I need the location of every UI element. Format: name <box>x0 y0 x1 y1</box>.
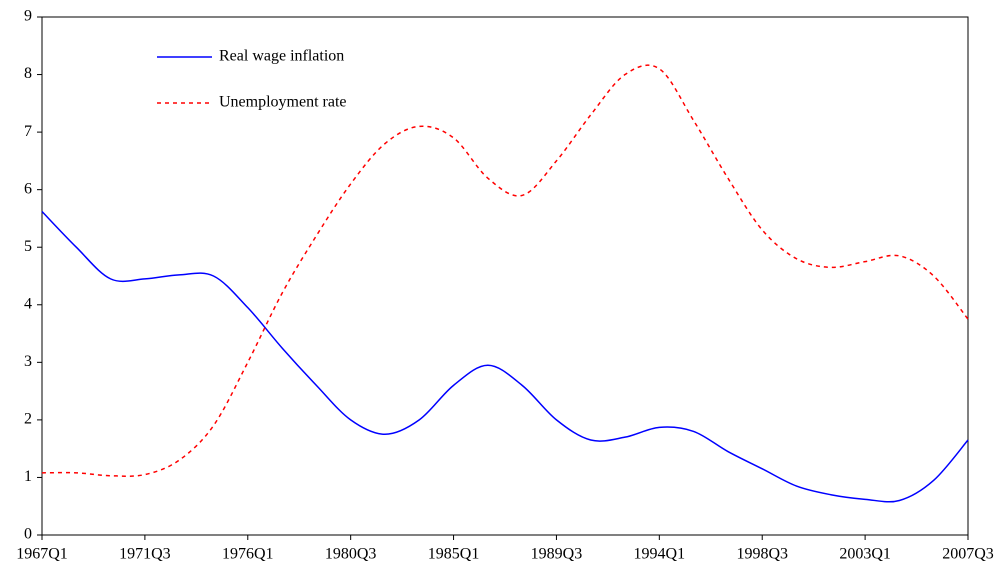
x-tick-label: 2003Q1 <box>839 546 891 563</box>
y-tick-label: 6 <box>24 180 32 197</box>
x-tick-label: 1989Q3 <box>531 546 583 563</box>
legend-label: Real wage inflation <box>219 48 344 65</box>
x-tick-label: 1967Q1 <box>16 546 68 563</box>
x-tick-label: 1980Q3 <box>325 546 377 563</box>
y-tick-label: 4 <box>24 295 32 312</box>
x-tick-label: 1994Q1 <box>634 546 686 563</box>
plot-frame <box>41 16 969 536</box>
legend-label: Unemployment rate <box>219 94 347 111</box>
y-tick-label: 1 <box>24 468 32 485</box>
y-tick-label: 3 <box>24 353 32 370</box>
y-tick-label: 2 <box>24 411 32 428</box>
y-tick-label: 0 <box>24 526 32 543</box>
x-tick-label: 2007Q3 <box>942 546 994 563</box>
x-tick-label: 1971Q3 <box>119 546 171 563</box>
y-tick-label: 8 <box>24 65 32 82</box>
x-tick-label: 1985Q1 <box>428 546 480 563</box>
x-tick-label: 1998Q3 <box>736 546 788 563</box>
x-tick-label: 1976Q1 <box>222 546 274 563</box>
series-line <box>41 211 969 503</box>
y-tick-label: 9 <box>24 8 32 25</box>
y-tick-label: 7 <box>24 123 32 140</box>
series-line <box>41 64 969 477</box>
y-tick-label: 5 <box>24 238 32 255</box>
